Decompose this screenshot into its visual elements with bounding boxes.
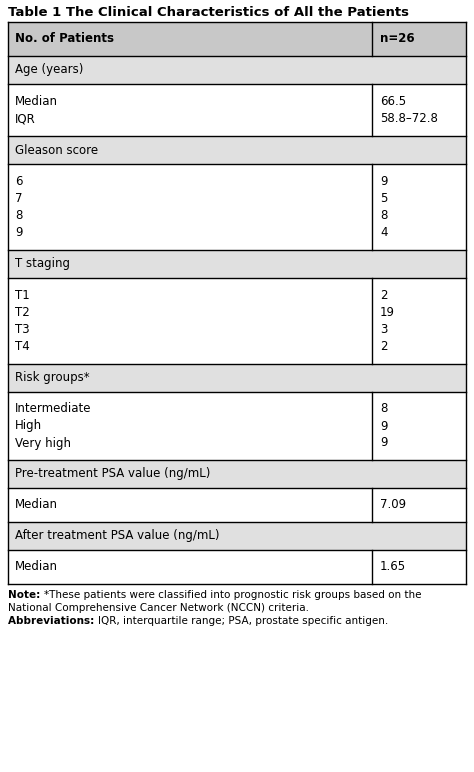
Bar <box>8 392 466 460</box>
Bar <box>8 488 466 522</box>
Text: Table 1 The Clinical Characteristics of All the Patients: Table 1 The Clinical Characteristics of … <box>8 6 409 19</box>
Text: 9
5
8
4: 9 5 8 4 <box>380 175 388 239</box>
Text: 7.09: 7.09 <box>380 499 406 512</box>
Text: 8
9
9: 8 9 9 <box>380 402 388 449</box>
Text: Median: Median <box>15 560 58 574</box>
Text: No. of Patients: No. of Patients <box>15 32 114 46</box>
Bar <box>8 164 466 250</box>
Text: Note:: Note: <box>8 590 44 600</box>
Bar <box>8 278 466 364</box>
Text: Risk groups*: Risk groups* <box>15 371 90 384</box>
Text: 2
19
3
2: 2 19 3 2 <box>380 289 395 353</box>
Text: Pre-treatment PSA value (ng/mL): Pre-treatment PSA value (ng/mL) <box>15 468 210 480</box>
Text: After treatment PSA value (ng/mL): After treatment PSA value (ng/mL) <box>15 530 219 543</box>
Text: Median
IQR: Median IQR <box>15 95 58 125</box>
Bar <box>8 364 466 392</box>
Text: IQR, interquartile range; PSA, prostate specific antigen.: IQR, interquartile range; PSA, prostate … <box>98 616 388 626</box>
Text: Abbreviations:: Abbreviations: <box>8 616 98 626</box>
Text: 6
7
8
9: 6 7 8 9 <box>15 175 22 239</box>
Bar <box>8 250 466 278</box>
Bar <box>8 136 466 164</box>
Text: National Comprehensive Cancer Network (NCCN) criteria.: National Comprehensive Cancer Network (N… <box>8 603 309 613</box>
Text: Median: Median <box>15 499 58 512</box>
Text: n=26: n=26 <box>380 32 415 46</box>
Bar <box>8 550 466 584</box>
Text: *These patients were classified into prognostic risk groups based on the: *These patients were classified into pro… <box>44 590 421 600</box>
Text: Intermediate
High
Very high: Intermediate High Very high <box>15 402 91 449</box>
Text: 1.65: 1.65 <box>380 560 406 574</box>
Bar <box>8 522 466 550</box>
Bar <box>8 84 466 136</box>
Bar <box>8 460 466 488</box>
Text: Age (years): Age (years) <box>15 63 83 76</box>
Bar <box>8 56 466 84</box>
Text: 66.5
58.8–72.8: 66.5 58.8–72.8 <box>380 95 438 125</box>
Text: Gleason score: Gleason score <box>15 144 98 157</box>
Text: T staging: T staging <box>15 258 70 270</box>
Bar <box>8 22 466 56</box>
Text: T1
T2
T3
T4: T1 T2 T3 T4 <box>15 289 30 353</box>
